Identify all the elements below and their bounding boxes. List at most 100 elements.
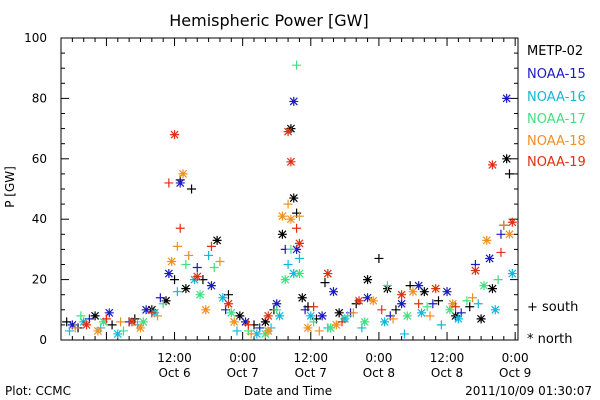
- point-metp-02-north: [235, 311, 245, 321]
- point-noaa-19-south: [175, 223, 185, 233]
- point-noaa-17-south: [76, 311, 86, 321]
- point-noaa-17-north: [294, 269, 304, 279]
- point-noaa-18-north: [482, 235, 492, 245]
- legend-noaa-18: NOAA-18: [527, 134, 586, 149]
- point-noaa-19-south: [243, 320, 253, 330]
- point-metp-02-north: [289, 193, 299, 203]
- point-metp-02-north: [90, 311, 100, 321]
- point-noaa-16-north: [490, 305, 500, 315]
- x-tick-time-label: 12:00: [293, 351, 328, 365]
- point-noaa-18-south: [348, 308, 358, 318]
- point-noaa-19-north: [223, 299, 233, 309]
- point-noaa-16-south: [172, 287, 182, 297]
- point-noaa-16-south: [436, 320, 446, 330]
- y-tick-label: 20: [32, 273, 47, 287]
- plot-timestamp: 2011/10/09 01:30:07: [465, 384, 592, 398]
- point-noaa-16-north: [275, 311, 285, 321]
- point-noaa-15-north: [241, 317, 251, 327]
- point-noaa-16-north: [218, 293, 228, 303]
- point-noaa-17-south: [343, 311, 353, 321]
- point-noaa-19-south: [451, 302, 461, 312]
- point-noaa-18-north: [229, 317, 239, 327]
- point-noaa-15-south: [496, 229, 506, 239]
- point-noaa-18-north: [263, 326, 273, 336]
- legend: METP-02 NOAA-15 NOAA-16 NOAA-17 NOAA-18 …: [527, 44, 586, 347]
- point-noaa-18-south: [116, 317, 126, 327]
- point-noaa-19-north: [487, 160, 497, 170]
- point-metp-02-north: [487, 284, 497, 294]
- point-noaa-15-north: [397, 299, 407, 309]
- point-metp-02-north: [502, 154, 512, 164]
- y-tick-label: 60: [32, 152, 47, 166]
- y-tick-label: 40: [32, 212, 47, 226]
- point-noaa-19-north: [283, 127, 293, 137]
- point-noaa-17-south: [181, 260, 191, 269]
- point-noaa-18-south: [172, 241, 182, 251]
- point-metp-02-north: [363, 275, 373, 285]
- point-noaa-18-north: [504, 229, 514, 239]
- x-tick-time-label: 12:00: [157, 351, 192, 365]
- point-noaa-17-south: [382, 281, 392, 291]
- point-noaa-19-south: [377, 305, 387, 315]
- point-noaa-19-north: [354, 296, 364, 306]
- point-noaa-19-south: [147, 308, 157, 318]
- point-metp-02-south: [170, 275, 180, 285]
- x-tick-date-label: Oct 7: [295, 366, 327, 380]
- point-noaa-16-south: [399, 329, 409, 339]
- point-metp-02-north: [212, 235, 222, 245]
- point-metp-02-north: [181, 284, 191, 294]
- point-noaa-16-north: [340, 314, 350, 324]
- point-noaa-18-north: [286, 214, 296, 224]
- point-noaa-15-north: [414, 281, 424, 291]
- point-noaa-18-north: [93, 326, 103, 336]
- point-noaa-18-south: [283, 199, 293, 209]
- point-metp-02-north: [161, 296, 171, 306]
- point-noaa-19-north: [470, 266, 480, 276]
- x-tick-time-label: 12:00: [430, 351, 465, 365]
- point-noaa-17-south: [158, 299, 168, 309]
- point-noaa-15-north: [317, 311, 327, 321]
- point-noaa-18-north: [167, 256, 177, 266]
- x-tick-time-label: 0:00: [229, 351, 256, 365]
- x-axis-label: Date and Time: [244, 384, 332, 398]
- point-noaa-18-south: [294, 211, 304, 221]
- point-noaa-18-north: [368, 296, 378, 306]
- point-noaa-19-south: [309, 302, 319, 312]
- legend-south-marker: + south: [527, 300, 578, 315]
- point-noaa-15-south: [192, 263, 202, 273]
- point-noaa-16-north: [453, 314, 463, 324]
- point-noaa-15-north: [292, 244, 302, 254]
- point-noaa-17-south: [272, 305, 282, 315]
- point-noaa-18-south: [425, 311, 435, 321]
- point-noaa-15-north: [67, 320, 77, 330]
- point-noaa-16-north: [252, 329, 262, 339]
- point-noaa-19-south: [292, 223, 302, 233]
- point-noaa-15-north: [141, 305, 151, 315]
- point-noaa-18-north: [201, 305, 211, 315]
- point-noaa-17-north: [445, 305, 455, 315]
- point-noaa-18-south: [314, 326, 324, 336]
- legend-noaa-16: NOAA-16: [527, 90, 586, 105]
- point-noaa-18-north: [448, 299, 458, 309]
- point-noaa-16-north: [306, 311, 316, 321]
- point-noaa-15-south: [300, 305, 310, 315]
- point-noaa-16-south: [204, 250, 214, 260]
- point-noaa-19-south: [337, 317, 347, 327]
- point-noaa-18-north: [277, 211, 287, 221]
- x-tick-date-label: Oct 9: [499, 366, 531, 380]
- point-noaa-15-south: [428, 299, 438, 309]
- legend-noaa-19: NOAA-19: [527, 155, 586, 170]
- point-metp-02-north: [476, 314, 486, 324]
- point-noaa-19-north: [294, 238, 304, 248]
- point-metp-02-south: [465, 302, 475, 312]
- point-noaa-17-north: [99, 317, 109, 327]
- plot-credit: Plot: CCMC: [5, 384, 71, 398]
- legend-north-marker: * north: [527, 332, 573, 347]
- point-noaa-17-south: [286, 244, 296, 254]
- point-noaa-19-north: [263, 311, 273, 321]
- point-noaa-18-south: [70, 323, 80, 333]
- point-noaa-19-north: [192, 272, 202, 282]
- point-noaa-17-south: [462, 296, 472, 306]
- point-noaa-17-south: [292, 60, 302, 70]
- point-noaa-19-north: [431, 284, 441, 294]
